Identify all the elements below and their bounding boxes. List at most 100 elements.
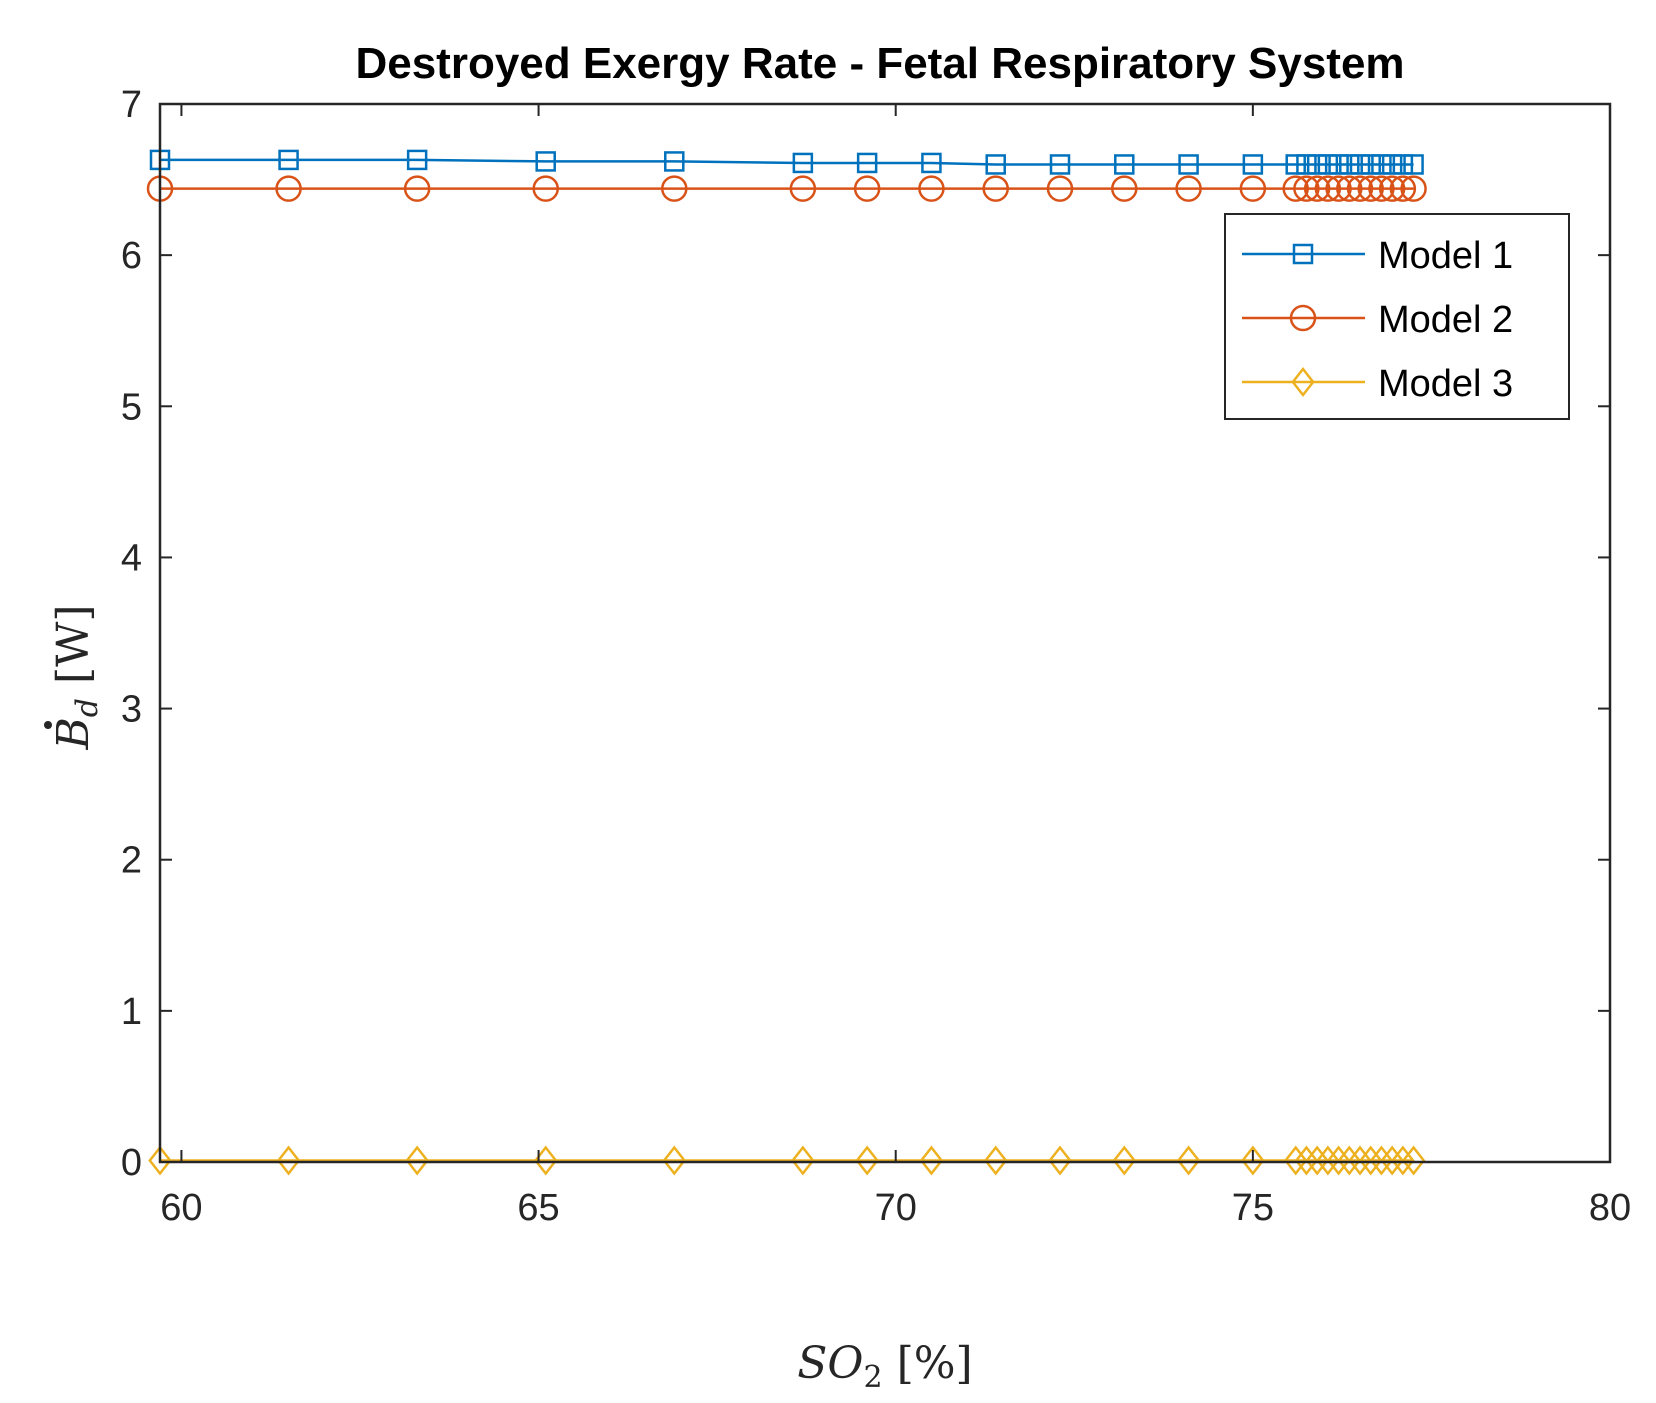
svg-text:Bd [W]: Bd [W] (48, 604, 105, 750)
data-point (1241, 1145, 1265, 1176)
data-point (1282, 175, 1309, 202)
data-point (406, 149, 428, 171)
data-point (1392, 154, 1414, 175)
legend-label: Model 2 (1378, 299, 1513, 341)
y-tick-label: 1 (121, 991, 142, 1033)
data-point (1349, 154, 1371, 175)
data-point (791, 1145, 815, 1176)
data-point (855, 1145, 879, 1176)
chart-title: Destroyed Exergy Rate - Fetal Respirator… (355, 39, 1404, 88)
data-point (1381, 154, 1403, 175)
data-point (1176, 1145, 1201, 1176)
data-point (789, 175, 817, 202)
data-point (276, 1145, 301, 1176)
data-point (985, 154, 1006, 175)
data-point (1337, 1145, 1362, 1176)
y-axis-label-dot (44, 721, 52, 729)
legend: Model 1 Model 2 Model 3 (1224, 213, 1570, 420)
y-tick-label: 3 (121, 689, 142, 731)
data-point (1368, 175, 1395, 202)
data-point (982, 175, 1009, 202)
data-point (1314, 175, 1342, 202)
data-point (1316, 1145, 1340, 1176)
data-point (535, 151, 556, 172)
data-point (1111, 175, 1138, 202)
data-point (1303, 175, 1331, 202)
y-tick-label: 5 (121, 386, 142, 428)
ticks-layer: 60 65 70 75 80 0 1 2 3 4 5 6 7 (121, 84, 1631, 1229)
legend-label: Model 3 (1378, 363, 1513, 405)
legend-box (1224, 213, 1570, 420)
data-point (1178, 154, 1199, 175)
data-point (792, 152, 814, 174)
data-point (148, 1145, 172, 1176)
data-point (853, 175, 881, 202)
data-point (1389, 175, 1417, 202)
legend-label: Model 1 (1378, 235, 1513, 277)
data-point (532, 175, 559, 202)
x-tick-label: 70 (875, 1187, 917, 1229)
data-point (919, 1145, 944, 1176)
data-point (1048, 1145, 1072, 1176)
data-point (1369, 1145, 1394, 1176)
legend-marker (1291, 366, 1315, 398)
data-point (1336, 175, 1363, 202)
series-line (160, 158, 1414, 166)
data-point (1380, 1145, 1404, 1176)
axes-box (158, 102, 1612, 1164)
data-point (1346, 175, 1374, 202)
data-point (662, 1145, 687, 1176)
data-point (1378, 175, 1406, 202)
data-point (1391, 1145, 1415, 1176)
x-tick-label: 80 (1589, 1187, 1631, 1229)
data-point (405, 1145, 429, 1176)
data-point (1175, 175, 1202, 202)
y-tick-label: 6 (121, 235, 142, 277)
x-tick-label: 60 (160, 1187, 202, 1229)
data-point (1283, 1145, 1308, 1176)
data-point (1112, 1145, 1137, 1176)
data-point (661, 175, 688, 202)
data-point (1293, 175, 1320, 202)
data-point (1049, 154, 1071, 175)
data-point (1326, 1145, 1351, 1176)
data-point (1325, 175, 1352, 202)
series-layer (146, 149, 1427, 1176)
data-point (664, 151, 685, 172)
data-point (1305, 1145, 1329, 1176)
data-point (403, 175, 431, 202)
data-point (1403, 154, 1424, 175)
data-point (1306, 154, 1328, 175)
data-point (1400, 175, 1427, 202)
data-point (275, 175, 302, 202)
y-tick-label: 4 (121, 537, 142, 579)
data-point (856, 152, 878, 174)
legend-entry: Model 1 (1242, 235, 1513, 277)
data-point (918, 175, 945, 202)
y-axis-label: Bd [W] (44, 604, 105, 751)
data-point (1360, 154, 1381, 175)
legend-marker (1289, 304, 1317, 332)
data-point (1317, 154, 1339, 175)
legend-marker (1292, 243, 1314, 265)
y-tick-label: 0 (121, 1142, 142, 1184)
data-point (1328, 154, 1349, 175)
data-point (1348, 1145, 1372, 1176)
series-model-1 (149, 149, 1424, 175)
data-point (1046, 175, 1074, 202)
y-tick-label: 2 (121, 840, 142, 882)
x-tick-label: 65 (517, 1187, 559, 1229)
data-point (1114, 154, 1135, 175)
data-point (1357, 175, 1384, 202)
legend-entry: Model 2 (1242, 299, 1513, 341)
data-point (1339, 154, 1360, 175)
data-point (1401, 1145, 1426, 1176)
data-point (278, 149, 299, 171)
data-point (1296, 154, 1317, 175)
data-point (983, 1145, 1008, 1176)
data-point (1242, 154, 1264, 175)
data-point (1239, 175, 1267, 202)
data-point (1371, 154, 1392, 175)
y-tick-label: 7 (121, 84, 142, 126)
